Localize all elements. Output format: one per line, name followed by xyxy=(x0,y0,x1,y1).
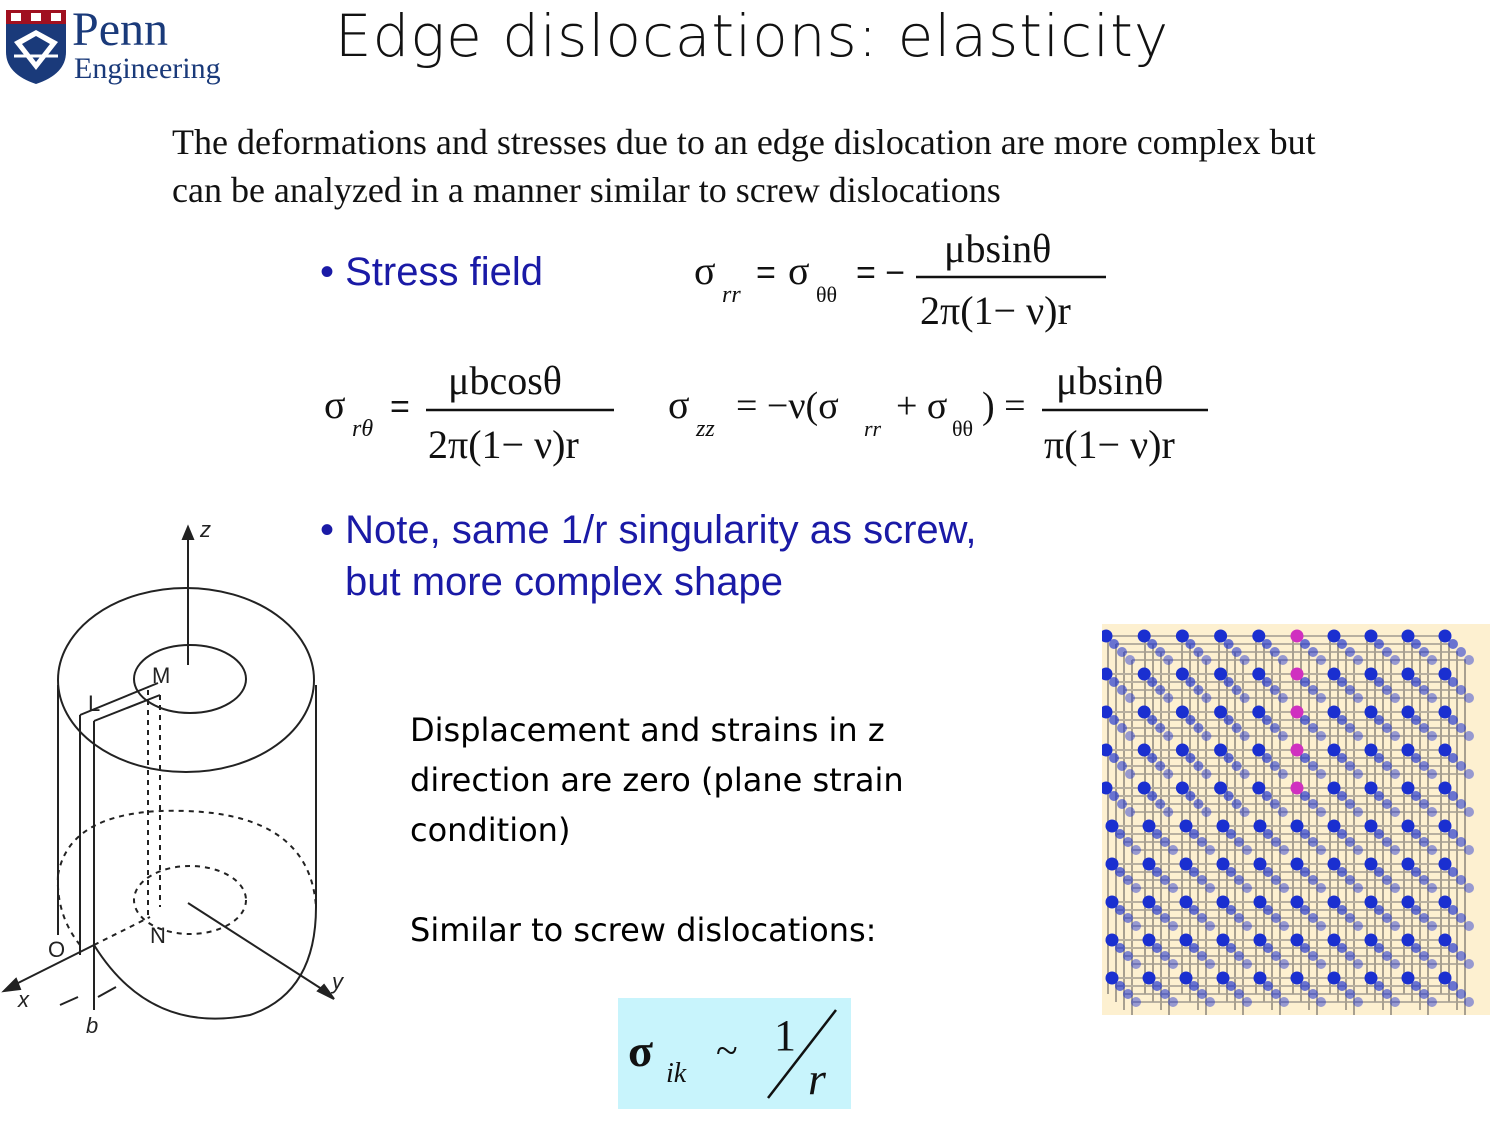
eq-rr-den: 2π(1− ν)r xyxy=(920,288,1071,333)
diagram-label-O: O xyxy=(48,937,65,962)
eq-rr-eq1: = xyxy=(756,254,776,292)
scaling-sub: ik xyxy=(666,1058,687,1089)
eq-zz-sub: zz xyxy=(695,416,715,442)
eq-zz-sub-rr: rr xyxy=(864,416,882,441)
diagram-label-y: y xyxy=(330,969,345,994)
eq-zz-close: ) = xyxy=(982,385,1026,427)
bullet-note-line1: • Note, same 1/r singularity as screw, xyxy=(320,508,977,552)
diagram-label-b: b xyxy=(86,1013,98,1038)
diagram-label-M: M xyxy=(152,663,170,688)
eq-rr-sigma: σ xyxy=(694,248,716,293)
edge-dislocation-lattice-image xyxy=(1099,624,1490,1018)
eq-rt-eq: = xyxy=(390,388,410,426)
eq-rt-sub: rθ xyxy=(352,416,373,442)
eq-rr-num: μbsinθ xyxy=(944,226,1051,271)
eq-zz-mid: = −ν(σ xyxy=(736,385,839,427)
scaling-tilde: ~ xyxy=(716,1028,738,1073)
equation-sigma-rtheta: σ rθ = μbcosθ 2π(1− ν)r xyxy=(324,358,614,467)
penn-engineering-logo: Penn Engineering xyxy=(4,3,234,92)
diagram-label-L: L xyxy=(88,691,100,716)
eq-tt-sigma: σ xyxy=(788,248,810,293)
eq-rr-sub: rr xyxy=(722,282,741,308)
eq-tt-sub: θθ xyxy=(816,282,837,307)
bullet-stress-field: • Stress field xyxy=(320,250,543,294)
similar-text: Similar to screw dislocations: xyxy=(410,911,877,949)
intro-paragraph: The deformations and stresses due to an … xyxy=(172,122,1316,210)
equation-sigma-zz: σ zz = −ν(σ rr + σ θθ ) = μbsinθ π(1− ν)… xyxy=(668,358,1208,467)
logo-penn: Penn xyxy=(72,3,168,56)
eq-zz-sigma: σ xyxy=(668,382,690,427)
eq-rt-sigma: σ xyxy=(324,382,346,427)
diagram-label-N: N xyxy=(150,923,166,948)
lattice-atoms xyxy=(1099,629,1474,1018)
diagram-label-x: x xyxy=(17,987,30,1012)
scaling-slash xyxy=(767,1009,837,1099)
diagram-label-z: z xyxy=(199,517,211,542)
sigma-scaling-formula: σ ik ~ 1 r xyxy=(628,1009,837,1104)
displacement-text: Displacement and strains in z direction … xyxy=(410,711,904,849)
sigma-scaling-box: σ ik ~ 1 r xyxy=(618,998,851,1109)
scaling-den: r xyxy=(808,1053,827,1104)
penn-shield-icon xyxy=(6,10,66,84)
eq-rt-den: 2π(1− ν)r xyxy=(428,422,579,467)
logo-engineering: Engineering xyxy=(74,52,221,85)
eq-zz-den: π(1− ν)r xyxy=(1044,422,1175,467)
eq-zz-num: μbsinθ xyxy=(1056,358,1163,403)
bullet-note: • Note, same 1/r singularity as screw, b… xyxy=(320,504,976,608)
edge-dislocation-cylinder-diagram: z M L O N x y b xyxy=(1,517,345,1038)
slide-title: Edge dislocations: elasticity xyxy=(334,2,1170,70)
scaling-sigma: σ xyxy=(628,1025,653,1076)
eq-zz-plus: + σ xyxy=(896,385,947,427)
eq-zz-sub-tt: θθ xyxy=(952,416,973,441)
scaling-num: 1 xyxy=(774,1011,796,1060)
eq-rr-eq2: = − xyxy=(856,254,905,292)
equation-sigma-rr: σ rr = σ θθ = − μbsinθ 2π(1− ν)r xyxy=(694,226,1106,333)
eq-rt-num: μbcosθ xyxy=(448,358,562,403)
bullet-note-line2: but more complex shape xyxy=(345,560,784,604)
